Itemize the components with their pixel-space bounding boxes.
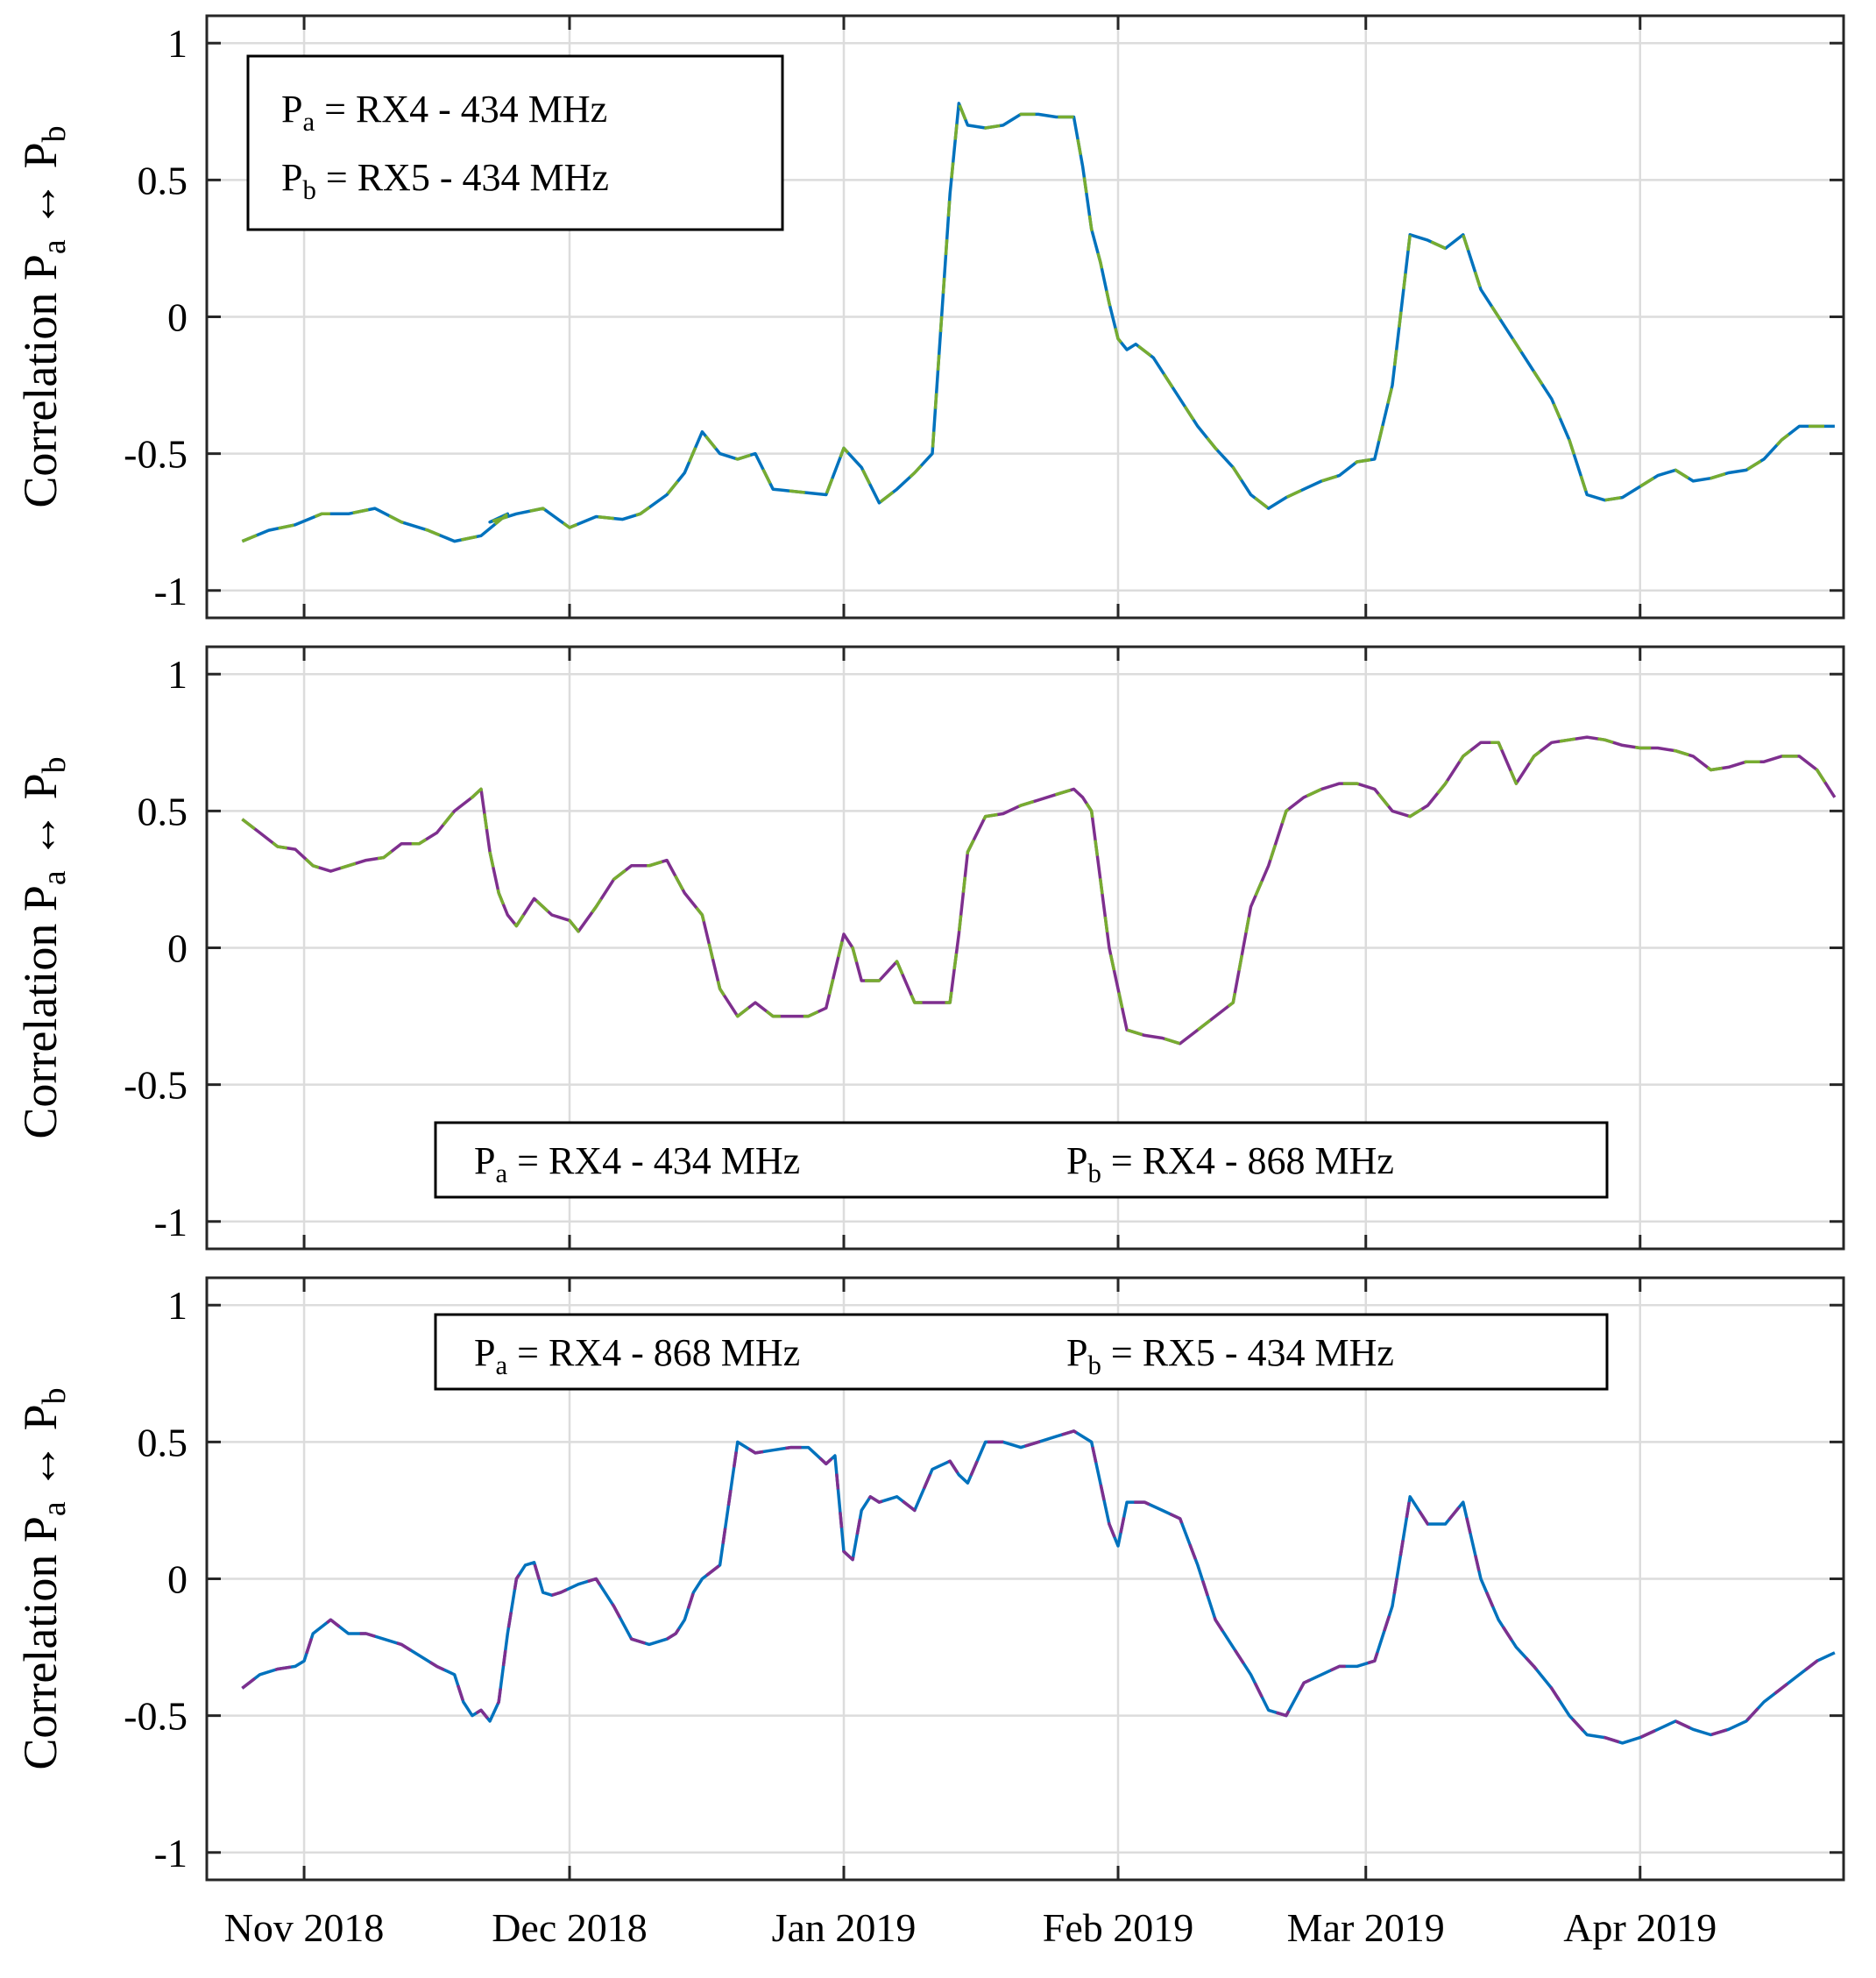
y-tick-label: 0.5 xyxy=(138,1420,188,1464)
legend-entry-2: Pb = RX5 - 434 MHz xyxy=(1066,1331,1394,1380)
chart-panel-1: 1 0.5 0 -0.5 -1 Correlation Pa ↔ Pb Pa = RX4 -… xyxy=(14,14,1845,620)
x-tick-label: Dec 2018 xyxy=(492,1905,648,1950)
legend-box xyxy=(434,1121,1609,1199)
y-tick-label: 0 xyxy=(167,926,188,971)
y-axis-label: Correlation Pa ↔ Pb xyxy=(14,756,73,1138)
y-tick-label: 0.5 xyxy=(138,158,188,202)
y-tick-label: 0 xyxy=(167,1557,188,1602)
legend: Pa = RX4 - 434 MHz Pb = RX5 - 434 MHz xyxy=(246,54,784,231)
legend-box xyxy=(434,1313,1609,1391)
y-tick-label: 0 xyxy=(167,295,188,340)
y-axis-label: Correlation Pa ↔ Pb xyxy=(14,125,73,507)
y-tick-label: -1 xyxy=(154,1831,188,1875)
chart-panel-3: 1 0.5 0 -0.5 -1 Nov 2018 Dec 2018 Jan 2019 Feb 2… xyxy=(14,1276,1845,1950)
x-tick-label: Feb 2019 xyxy=(1043,1905,1194,1950)
y-tick-label: -1 xyxy=(154,1200,188,1244)
legend-box xyxy=(246,54,784,231)
y-axis-label: Correlation Pa ↔ Pb xyxy=(14,1387,73,1769)
x-tick-label: Mar 2019 xyxy=(1287,1905,1445,1950)
series-line-overlay-1 xyxy=(241,735,1837,1046)
series-line-1 xyxy=(241,102,1835,543)
y-tick-label: -0.5 xyxy=(124,1694,188,1739)
y-tick-label: 1 xyxy=(167,21,188,66)
legend-entry-2: Pb = RX4 - 868 MHz xyxy=(1066,1139,1394,1188)
legend-entry-1: Pa = RX4 - 868 MHz xyxy=(474,1331,800,1380)
x-tick-label: Jan 2019 xyxy=(772,1905,917,1950)
x-tick-label: Nov 2018 xyxy=(224,1905,385,1950)
x-tick-label: Apr 2019 xyxy=(1563,1905,1717,1950)
y-tick-label: -0.5 xyxy=(124,1063,188,1108)
y-tick-label: 1 xyxy=(167,652,188,697)
legend-entry-1: Pa = RX4 - 434 MHz xyxy=(474,1139,800,1188)
y-tick-label: -1 xyxy=(154,569,188,613)
y-tick-label: 1 xyxy=(167,1283,188,1328)
legend-entry-1: Pa = RX4 - 434 MHz xyxy=(281,88,607,137)
legend: Pa = RX4 - 434 MHz Pb = RX4 - 868 MHz xyxy=(434,1121,1609,1199)
chart-panel-2: 1 0.5 0 -0.5 -1 Correlation Pa ↔ Pb Pa = RX4 -… xyxy=(14,645,1845,1251)
series-line-1 xyxy=(241,1429,1836,1745)
legend-entry-2: Pb = RX5 - 434 MHz xyxy=(281,156,609,205)
y-tick-label: -0.5 xyxy=(124,432,188,477)
y-tick-label: 0.5 xyxy=(138,789,188,833)
legend: Pa = RX4 - 868 MHz Pb = RX5 - 434 MHz xyxy=(434,1313,1609,1391)
